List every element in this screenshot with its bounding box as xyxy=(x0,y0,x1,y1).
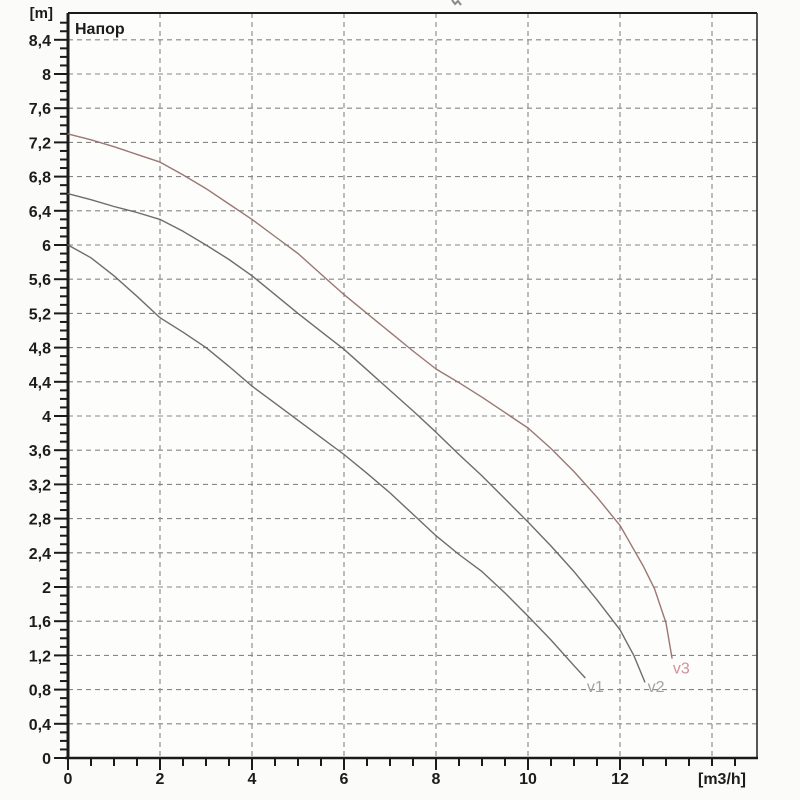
y-axis-unit-label: [m] xyxy=(30,5,53,22)
y-tick-label: 4,4 xyxy=(29,375,51,392)
curve-v3 xyxy=(67,133,673,659)
y-tick-label: 2 xyxy=(42,580,51,597)
x-tick-label: 6 xyxy=(340,771,349,788)
plot-area xyxy=(68,13,757,758)
y-tick-label: 8,4 xyxy=(29,33,51,50)
chart-title: Напор xyxy=(75,21,125,38)
curve-label-v2: v2 xyxy=(648,679,665,696)
y-tick-label: 0,8 xyxy=(29,683,51,700)
x-tick-label: 10 xyxy=(519,771,537,788)
y-tick-label: 5,6 xyxy=(29,272,51,289)
y-tick-label: 3,6 xyxy=(29,443,51,460)
y-tick-label: 6 xyxy=(42,238,51,255)
y-tick-label: 7,6 xyxy=(29,101,51,118)
y-tick-label: 5,2 xyxy=(29,306,51,323)
y-tick-label: 1,2 xyxy=(29,648,51,665)
x-tick-label: 8 xyxy=(432,771,441,788)
x-tick-label: 12 xyxy=(611,771,629,788)
curve-label-v3: v3 xyxy=(673,660,690,677)
y-tick-label: 7,2 xyxy=(29,135,51,152)
y-tick-label: 4 xyxy=(42,409,51,426)
y-tick-label: 6,8 xyxy=(29,170,51,187)
curve-label-v1: v1 xyxy=(587,679,604,696)
y-tick-label: 6,4 xyxy=(29,204,51,221)
y-tick-label: 8 xyxy=(42,67,51,84)
y-tick-label: 2,8 xyxy=(29,512,51,529)
x-tick-label: 4 xyxy=(248,771,257,788)
curve-v1 xyxy=(67,244,586,679)
curve-v2 xyxy=(67,193,646,683)
x-tick-label: 2 xyxy=(156,771,165,788)
y-tick-label: 0 xyxy=(42,751,51,768)
y-tick-label: 4,8 xyxy=(29,341,51,358)
x-axis-unit-label: [m3/h] xyxy=(698,771,746,788)
cropped-text-artifact xyxy=(451,0,462,6)
y-tick-label: 0,4 xyxy=(29,717,51,734)
y-tick-label: 3,2 xyxy=(29,477,51,494)
y-tick-label: 2,4 xyxy=(29,546,51,563)
y-tick-label: 1,6 xyxy=(29,614,51,631)
x-tick-label: 0 xyxy=(64,771,73,788)
